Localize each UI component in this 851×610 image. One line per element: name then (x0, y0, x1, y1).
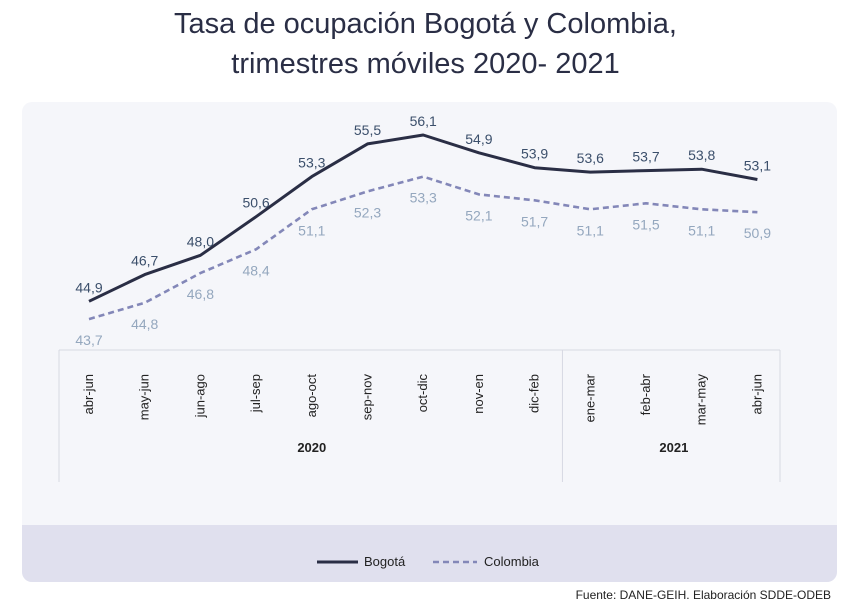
colombia-data-label: 50,9 (744, 225, 771, 241)
legend-band (22, 525, 837, 582)
colombia-data-label: 51,1 (688, 222, 715, 238)
x-tick-label: jul-sep (248, 374, 263, 413)
legend-colombia-label: Colombia (484, 554, 540, 569)
bogota-data-label: 55,5 (354, 122, 381, 138)
colombia-data-label: 46,8 (187, 286, 214, 302)
colombia-data-label: 51,7 (521, 213, 548, 229)
legend-bogota-label: Bogotá (364, 554, 406, 569)
x-tick-label: sep-nov (360, 374, 375, 421)
source-note: Fuente: DANE-GEIH. Elaboración SDDE-ODEB (575, 588, 831, 602)
colombia-data-label: 44,8 (131, 316, 158, 332)
x-tick-label: feb-abr (638, 373, 653, 415)
chart-title-line-2: trimestres móviles 2020- 2021 (231, 48, 620, 80)
bogota-data-label: 53,9 (521, 146, 548, 162)
bogota-data-label: 53,1 (744, 158, 771, 174)
bogota-data-label: 46,7 (131, 253, 158, 269)
bogota-series-line (88, 133, 758, 303)
chart-title: Tasa de ocupación Bogotá y Colombia, tri… (0, 4, 851, 84)
x-tick-label: ago-oct (304, 374, 319, 418)
bogota-data-label: 53,3 (298, 155, 325, 171)
x-tick-label: may-jun (137, 374, 152, 420)
bogota-data-label: 48,0 (187, 233, 214, 249)
year-group-label: 2021 (659, 440, 688, 455)
colombia-data-label: 51,5 (632, 216, 659, 232)
colombia-data-label: 48,4 (242, 262, 269, 278)
bogota-data-label: 50,6 (242, 195, 269, 211)
x-tick-label: abr-jun (749, 374, 764, 414)
chart-title-line-1: Tasa de ocupación Bogotá y Colombia, (174, 8, 677, 40)
colombia-data-label: 51,1 (298, 222, 325, 238)
bogota-data-label: 53,8 (688, 147, 715, 163)
colombia-data-label: 52,1 (465, 207, 492, 223)
bogota-data-label: 44,9 (75, 279, 102, 295)
bogota-data-label: 56,1 (410, 113, 437, 129)
x-tick-label: nov-en (471, 374, 486, 414)
colombia-data-label: 52,3 (354, 204, 381, 220)
x-tick-label: abr-jun (81, 374, 96, 414)
colombia-series-line (88, 175, 758, 321)
colombia-data-label: 43,7 (75, 332, 102, 348)
x-tick-label: mar-may (694, 374, 709, 426)
x-tick-label: jun-ago (192, 374, 207, 418)
bogota-data-label: 53,6 (577, 150, 604, 166)
chart-panel: abr-jun may-jun jun-ago jul-sep ago-oct sep-n… (22, 102, 837, 582)
x-tick-label: dic-feb (527, 374, 542, 413)
x-tick-label: oct-dic (415, 374, 430, 413)
colombia-data-label: 53,3 (410, 190, 437, 206)
x-tick-label: ene-mar (582, 373, 597, 422)
bogota-data-label: 53,7 (632, 149, 659, 165)
year-group-label: 2020 (297, 440, 326, 455)
bogota-data-label: 54,9 (465, 131, 492, 147)
line-chart: abr-jun may-jun jun-ago jul-sep ago-oct sep-n… (58, 113, 781, 569)
colombia-data-label: 51,1 (577, 222, 604, 238)
